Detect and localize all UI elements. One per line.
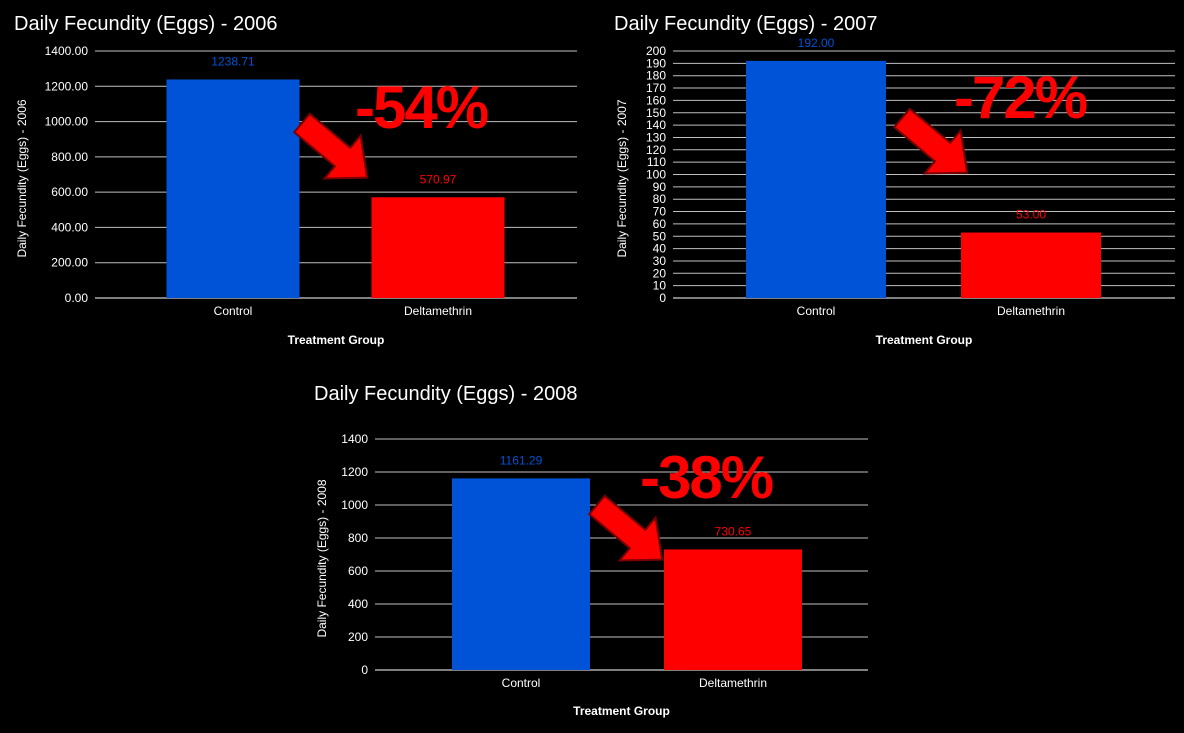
- y-tick-label: 80: [653, 192, 667, 206]
- y-tick-label: 600: [348, 564, 368, 578]
- chart-2006: Daily Fecundity (Eggs) - 2006 0.00 200.00 4…: [14, 13, 577, 347]
- y-tick-label: 800.00: [51, 150, 88, 164]
- y-tick-label: 1400.00: [45, 44, 89, 58]
- x-tick-label: Deltamethrin: [997, 304, 1065, 318]
- y-tick-label: 50: [653, 229, 667, 243]
- x-axis-label: Treatment Group: [288, 333, 385, 347]
- y-tick-label: 160: [646, 93, 666, 107]
- y-tick-label: 600.00: [51, 185, 88, 199]
- arrow-down-right-icon: [892, 107, 969, 175]
- y-tick-label: 110: [647, 155, 666, 169]
- y-tick-label: 400.00: [51, 220, 88, 234]
- data-label: 53.00: [1016, 208, 1046, 222]
- data-label: 570.97: [420, 172, 457, 186]
- y-tick-label: 200: [348, 630, 368, 644]
- percent-change-callout: -38%: [640, 444, 773, 511]
- y-tick-label: 200.00: [51, 256, 88, 270]
- bar-control: [452, 478, 590, 670]
- y-tick-label: 150: [646, 106, 666, 120]
- y-tick-label: 800: [348, 531, 368, 545]
- percent-change-callout: -54%: [355, 74, 488, 141]
- x-tick-label: Deltamethrin: [699, 676, 767, 690]
- chart-title: Daily Fecundity (Eggs) - 2006: [14, 13, 277, 35]
- x-axis-label: Treatment Group: [876, 333, 973, 347]
- percent-change-callout: -72%: [954, 64, 1087, 131]
- y-tick-label: 1400: [341, 432, 368, 446]
- data-label: 1161.29: [500, 453, 543, 467]
- y-tick-label: 200: [646, 44, 666, 58]
- y-tick-label: 1200: [341, 465, 368, 479]
- y-tick-label: 1000: [341, 498, 368, 512]
- y-tick-label: 0: [659, 291, 666, 305]
- y-tick-label: 70: [653, 205, 667, 219]
- data-label: 730.65: [715, 524, 752, 538]
- y-tick-label: 30: [653, 254, 667, 268]
- y-tick-label: 1200.00: [45, 79, 89, 93]
- arrow-shape: [892, 107, 969, 175]
- y-axis-label: Daily Fecundity (Eggs) - 2008: [315, 479, 329, 637]
- y-tick-label: 130: [646, 130, 666, 144]
- y-tick-label: 190: [646, 56, 666, 70]
- bar-deltamethrin: [961, 232, 1101, 298]
- y-tick-label: 90: [653, 180, 667, 194]
- y-tick-label: 170: [646, 81, 666, 95]
- y-tick-label: 0: [361, 663, 368, 677]
- x-axis-label: Treatment Group: [573, 704, 670, 718]
- chart-title: Daily Fecundity (Eggs) - 2007: [614, 13, 877, 35]
- bar-control: [166, 79, 300, 298]
- x-tick-label: Control: [797, 304, 836, 318]
- data-label: 1238.71: [211, 54, 255, 68]
- y-tick-label: 0.00: [65, 291, 89, 305]
- chart-2007: Daily Fecundity (Eggs) - 2007 01020304050…: [614, 13, 1175, 347]
- arrow-shape: [587, 494, 664, 562]
- chart-title: Daily Fecundity (Eggs) - 2008: [314, 383, 577, 405]
- chart-2008: Daily Fecundity (Eggs) - 2008 0 200 400 600 8…: [314, 383, 868, 718]
- y-tick-label: 1000.00: [45, 115, 89, 129]
- arrow-down-right-icon: [292, 112, 369, 180]
- bar-deltamethrin: [664, 549, 802, 670]
- y-tick-label: 400: [348, 597, 368, 611]
- x-tick-label: Control: [502, 676, 541, 690]
- y-tick-label: 140: [646, 118, 666, 132]
- x-tick-label: Control: [214, 304, 253, 318]
- y-tick-label: 40: [653, 242, 667, 256]
- bar-deltamethrin: [371, 197, 505, 298]
- y-tick-label: 10: [653, 279, 667, 293]
- data-label: 192.00: [798, 36, 835, 50]
- x-tick-label: Deltamethrin: [404, 304, 472, 318]
- arrow-down-right-icon: [587, 494, 664, 562]
- y-tick-label: 60: [653, 217, 667, 231]
- y-axis-label: Daily Fecundity (Eggs) - 2007: [615, 99, 629, 257]
- y-tick-label: 100: [646, 168, 666, 182]
- y-tick-label: 120: [646, 143, 666, 157]
- y-axis-label: Daily Fecundity (Eggs) - 2006: [15, 99, 29, 257]
- y-tick-label: 20: [653, 266, 667, 280]
- bar-control: [746, 60, 886, 298]
- arrow-shape: [292, 112, 369, 180]
- y-tick-label: 180: [646, 69, 666, 83]
